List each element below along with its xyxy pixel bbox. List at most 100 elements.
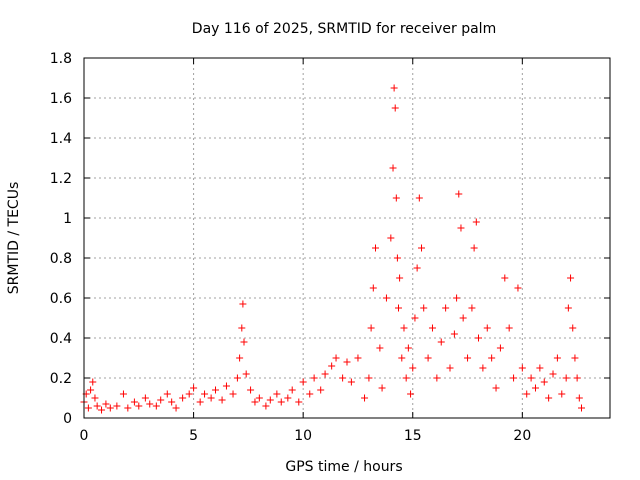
y-tick-label: 0.8 [50,251,72,267]
data-point [201,390,209,398]
data-point [457,224,465,232]
data-points [80,84,586,414]
data-point [113,402,121,410]
y-tick-label: 1 [63,211,72,227]
data-point [409,364,417,372]
data-point [378,384,386,392]
data-point [413,264,421,272]
data-point [575,394,583,402]
x-tick-label: 20 [513,428,531,444]
data-point [179,394,187,402]
data-point [288,386,296,394]
y-tick-label: 1.6 [50,91,72,107]
data-point [229,390,237,398]
data-point [152,402,160,410]
data-point [464,354,472,362]
plot-frame [83,57,611,419]
data-point [124,404,132,412]
data-point [273,390,281,398]
data-point [433,374,441,382]
data-point [536,364,544,372]
y-tick-label: 0.6 [50,291,72,307]
data-point [450,330,458,338]
data-point [238,324,246,332]
data-point [295,398,303,406]
data-point [168,398,176,406]
data-point [242,370,250,378]
data-point [389,164,397,172]
data-point [407,390,415,398]
data-point [130,398,138,406]
data-point [411,314,419,322]
data-point [437,338,445,346]
data-point [328,362,336,370]
data-point [255,394,263,402]
data-point [483,324,491,332]
data-point [239,300,247,308]
data-point [119,390,127,398]
data-point [418,244,426,252]
data-point [562,374,570,382]
data-point [233,374,241,382]
data-point [146,400,154,408]
data-point [343,358,351,366]
data-point [251,398,259,406]
tick-labels: 0 5 10 15 20 0 0.2 0.4 0.6 0.8 1 1.2 1.4 1.6 1.8 [50,51,532,444]
data-point [428,324,436,332]
data-point [367,324,375,332]
data-point [545,394,553,402]
y-tick-label: 0.2 [50,371,72,387]
data-point [488,354,496,362]
data-point [501,274,509,282]
data-point [390,84,398,92]
data-point [578,404,586,412]
data-point [404,344,412,352]
data-point [569,324,577,332]
data-point [395,304,403,312]
data-point [514,284,522,292]
data-point [472,218,480,226]
data-point [157,396,165,404]
data-point [571,354,579,362]
data-point [567,274,575,282]
data-point [135,402,143,410]
data-point [402,374,410,382]
data-point [361,394,369,402]
data-point [321,370,329,378]
data-point [339,374,347,382]
data-point [236,354,244,362]
data-point [505,324,513,332]
data-point [376,344,384,352]
data-point [382,294,390,302]
data-point [102,400,110,408]
y-tick-label: 0 [63,411,72,427]
data-point [475,334,482,342]
x-tick-label: 15 [404,428,422,444]
data-point [365,374,373,382]
x-tick-label: 5 [189,428,198,444]
data-point [317,386,325,394]
data-point [222,382,230,390]
data-point [185,390,193,398]
data-point [468,304,476,312]
data-point [496,344,504,352]
chart-title: Day 116 of 2025, SRMTID for receiver pal… [192,21,496,37]
y-tick-label: 1.4 [50,131,72,147]
data-point [459,314,467,322]
y-tick-label: 0.4 [50,331,72,347]
data-point [190,384,198,392]
data-point [347,378,355,386]
data-point [510,374,518,382]
data-point [354,354,362,362]
data-point [540,378,548,386]
data-point [442,304,450,312]
data-point [207,394,215,402]
data-point [369,284,377,292]
data-point [558,390,566,398]
data-point [277,398,285,406]
data-point [523,390,531,398]
data-point [549,370,557,378]
data-point [371,244,379,252]
data-point [87,386,95,394]
